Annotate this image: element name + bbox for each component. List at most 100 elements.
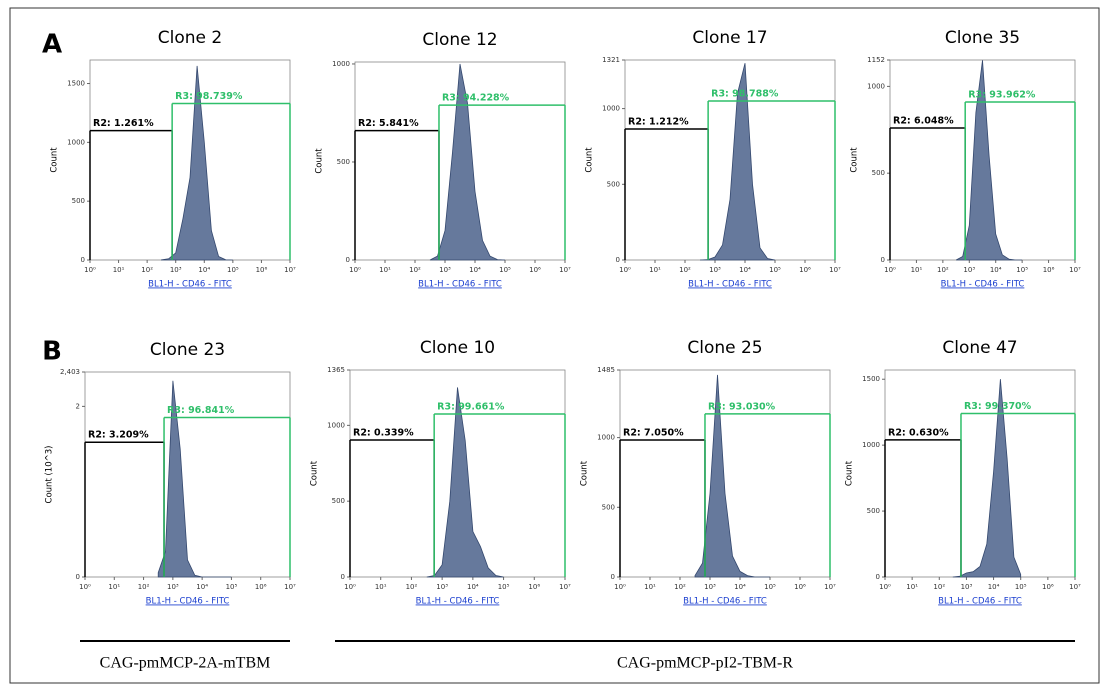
y-axis-label: Count <box>310 460 320 486</box>
x-tick-label: 10⁵ <box>498 583 510 591</box>
x-tick-label: 10¹ <box>649 266 661 274</box>
x-tick-label: 10² <box>933 583 945 591</box>
x-tick-label: 10⁴ <box>196 583 208 591</box>
x-tick-label: 10⁷ <box>1069 583 1081 591</box>
x-tick-label: 10⁰ <box>879 583 891 591</box>
x-tick-label: 10⁴ <box>988 583 1000 591</box>
y-tick-label: 1500 <box>862 375 880 383</box>
x-tick-label: 10⁶ <box>1043 266 1055 274</box>
x-tick-label: 10² <box>138 583 150 591</box>
x-axis-label: BL1-H - CD46 - FITC <box>148 280 232 290</box>
x-tick-label: 10⁵ <box>769 266 781 274</box>
panel-label: A <box>42 30 62 60</box>
x-axis-label: BL1-H - CD46 - FITC <box>688 280 772 290</box>
x-tick-label: 10⁵ <box>227 266 239 274</box>
chart-title: Clone 35 <box>945 28 1020 48</box>
gate-label: R3: 98.739% <box>175 91 243 102</box>
x-tick-label: 10⁷ <box>284 266 296 274</box>
y-axis-label: Count <box>580 460 590 486</box>
chart-title: Clone 12 <box>422 30 497 50</box>
y-tick-label: 0 <box>76 573 80 581</box>
y-tick-label: 1485 <box>597 366 615 374</box>
x-axis-label: BL1-H - CD46 - FITC <box>941 280 1025 290</box>
chart-title: Clone 23 <box>150 340 225 360</box>
y-tick-label: 1000 <box>327 421 345 429</box>
x-tick-label: 10⁶ <box>255 583 267 591</box>
y-tick-label: 2,403 <box>60 368 80 376</box>
x-tick-label: 10⁴ <box>198 266 210 274</box>
x-tick-label: 10⁶ <box>256 266 268 274</box>
x-tick-label: 10⁶ <box>528 583 540 591</box>
x-tick-label: 10⁶ <box>794 583 806 591</box>
y-tick-label: 500 <box>872 169 885 177</box>
x-tick-label: 10¹ <box>375 583 387 591</box>
chart-title: Clone 10 <box>420 338 495 358</box>
histogram-area <box>161 65 233 261</box>
y-axis-label: Count (10^3) <box>45 446 55 504</box>
x-tick-label: 10³ <box>436 583 448 591</box>
x-tick-label: 10² <box>406 583 418 591</box>
y-tick-label: 0 <box>876 573 880 581</box>
x-tick-label: 10³ <box>709 266 721 274</box>
x-tick-label: 10⁶ <box>529 266 541 274</box>
gate-label: R3: 93.962% <box>968 90 1036 101</box>
caption: CAG-pmMCP-pI2-TBM-R <box>617 655 793 672</box>
y-axis-label: Count <box>315 148 325 174</box>
gate-label: R2: 0.630% <box>888 427 949 438</box>
y-axis-label: Count <box>585 147 595 173</box>
x-tick-label: 10³ <box>170 266 182 274</box>
x-tick-label: 10² <box>409 266 421 274</box>
y-axis-label: Count <box>50 147 60 173</box>
plot-area <box>84 371 291 578</box>
x-tick-label: 10⁴ <box>739 266 751 274</box>
x-tick-label: 10¹ <box>644 583 656 591</box>
gate-label: R3: 93.030% <box>708 401 776 412</box>
y-tick-label: 1152 <box>867 56 885 64</box>
y-tick-label: 1000 <box>332 60 350 68</box>
gate-label: R3: 99.370% <box>964 401 1032 412</box>
y-axis-label: Count <box>845 460 855 486</box>
histogram-area <box>699 63 776 261</box>
x-axis-label: BL1-H - CD46 - FITC <box>416 597 500 607</box>
x-tick-label: 10⁴ <box>990 266 1002 274</box>
y-tick-label: 2 <box>76 402 80 410</box>
x-tick-label: 10⁰ <box>79 583 91 591</box>
histogram-area <box>426 387 504 578</box>
gate-label: R2: 0.339% <box>353 428 414 439</box>
chart-title: Clone 2 <box>158 28 222 48</box>
x-tick-label: 10¹ <box>113 266 125 274</box>
y-tick-label: 1365 <box>327 366 345 374</box>
y-tick-label: 500 <box>332 497 345 505</box>
x-tick-label: 10³ <box>167 583 179 591</box>
histogram-area <box>694 374 770 578</box>
chart-title: Clone 47 <box>942 338 1017 358</box>
x-tick-label: 10⁶ <box>799 266 811 274</box>
panel-label: B <box>42 337 62 367</box>
x-tick-label: 10⁵ <box>226 583 238 591</box>
x-tick-label: 10¹ <box>379 266 391 274</box>
x-tick-label: 10⁰ <box>84 266 96 274</box>
x-tick-label: 10² <box>937 266 949 274</box>
x-tick-label: 10⁵ <box>1015 583 1027 591</box>
y-tick-label: 1000 <box>862 441 880 449</box>
gate-label: R2: 7.050% <box>623 427 684 438</box>
x-tick-label: 10⁶ <box>1042 583 1054 591</box>
y-tick-label: 0 <box>881 256 885 264</box>
chart-title: Clone 25 <box>687 338 762 358</box>
y-tick-label: 1000 <box>602 105 620 113</box>
y-tick-label: 1500 <box>67 80 85 88</box>
y-tick-label: 1321 <box>602 56 620 64</box>
x-tick-label: 10⁴ <box>467 583 479 591</box>
y-tick-label: 0 <box>341 573 345 581</box>
x-tick-label: 10² <box>674 583 686 591</box>
x-tick-label: 10⁷ <box>824 583 836 591</box>
chart-title: Clone 17 <box>692 28 767 48</box>
y-axis-label: Count <box>850 147 860 173</box>
histogram-area <box>157 380 232 578</box>
x-tick-label: 10³ <box>963 266 975 274</box>
y-tick-label: 500 <box>867 507 880 515</box>
x-tick-label: 10³ <box>704 583 716 591</box>
gate-label: R3: 99.661% <box>437 401 505 412</box>
x-axis-label: BL1-H - CD46 - FITC <box>938 597 1022 607</box>
x-tick-label: 10⁷ <box>559 583 571 591</box>
